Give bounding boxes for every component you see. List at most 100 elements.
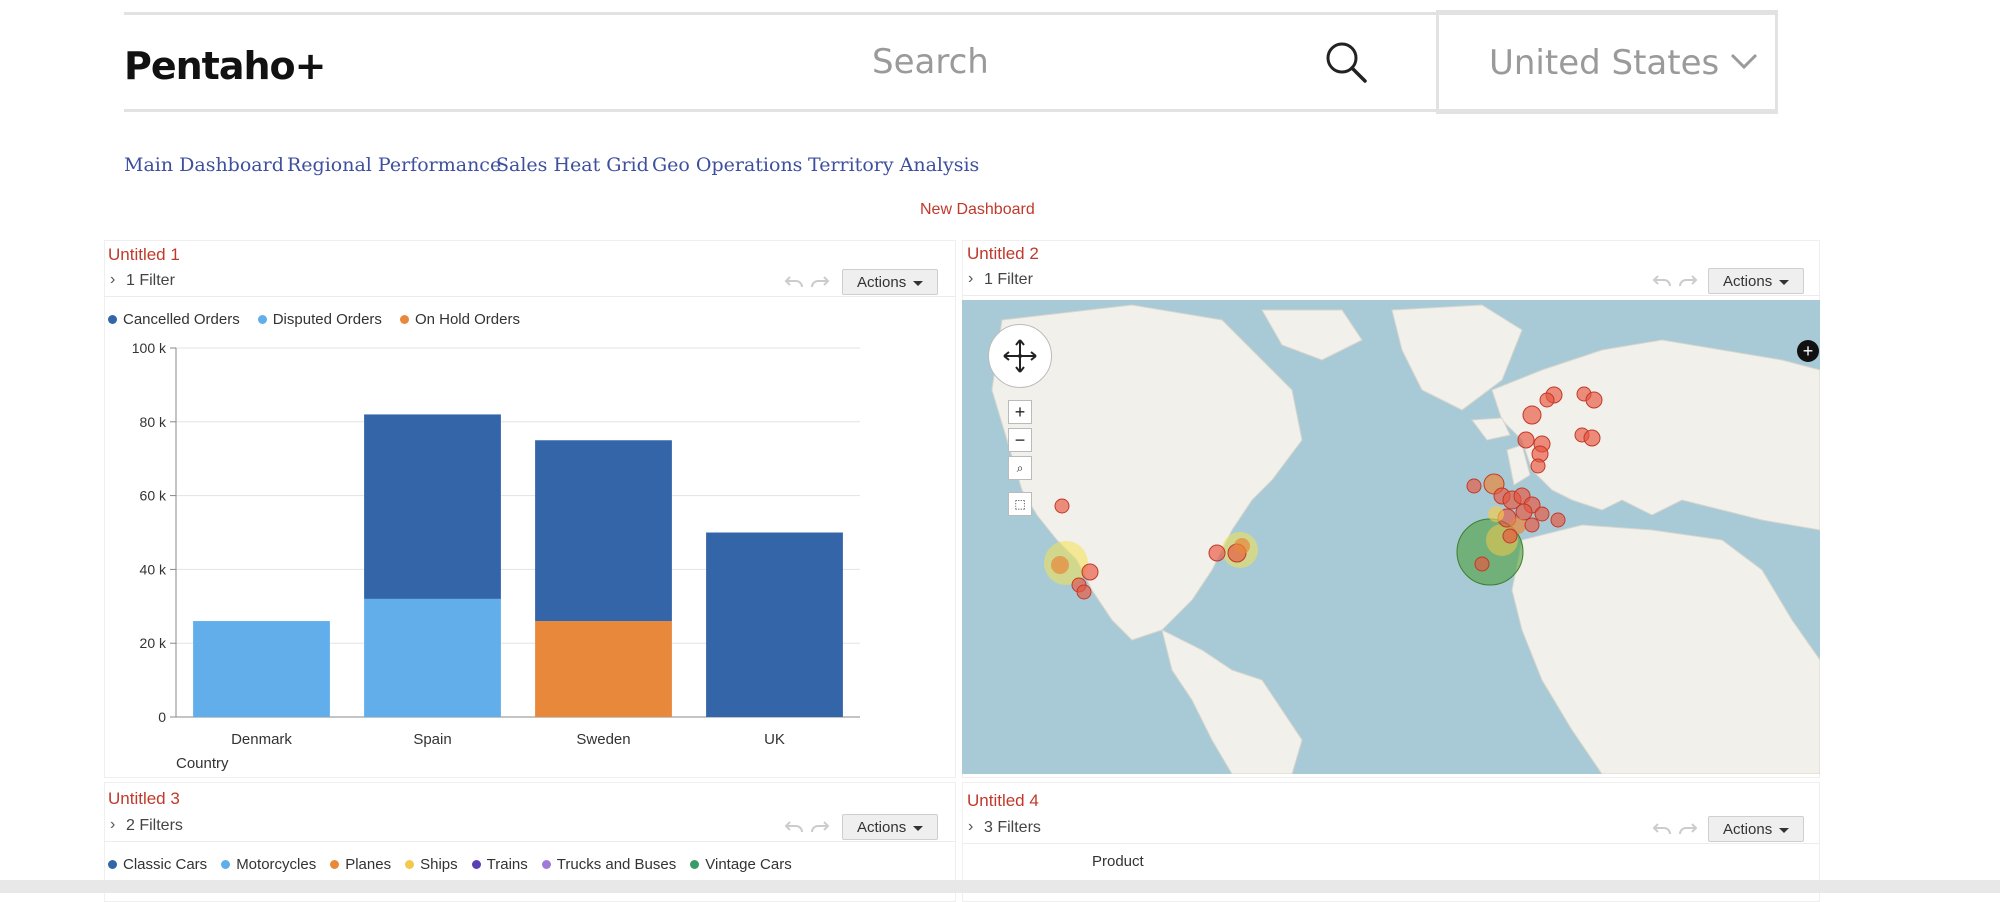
- legend-label: Planes: [345, 856, 392, 873]
- map-bubbles: [1044, 386, 1603, 600]
- chevron-down-icon: [1730, 53, 1758, 70]
- legend-cancelled[interactable]: Cancelled Orders: [108, 311, 240, 328]
- redo-icon[interactable]: [810, 273, 830, 289]
- nav-main-dashboard[interactable]: Main Dashboard: [124, 154, 284, 176]
- actions-label: Actions: [1723, 273, 1773, 290]
- nav-sales-heat-grid[interactable]: Sales Heat Grid: [496, 154, 649, 176]
- undo-icon[interactable]: [784, 273, 804, 289]
- undo-icon[interactable]: [784, 818, 804, 834]
- legend-trains[interactable]: Trains: [471, 856, 528, 873]
- orders-bar-chart: 0 20 k 40 k 60 k 80 k 100 k Denmark Spain Sweden…: [132, 340, 860, 772]
- panel-2-filter-bar: › 1 Filter Actions: [962, 266, 1820, 296]
- app-logo: Pentaho+: [124, 44, 326, 88]
- caret-down-icon: [913, 825, 924, 831]
- chevron-right-icon[interactable]: ›: [968, 270, 974, 287]
- zoom-box-icon[interactable]: ⌕: [1008, 456, 1032, 480]
- panel-4-title[interactable]: Untitled 4: [967, 791, 1039, 810]
- legend-trucks-buses[interactable]: Trucks and Buses: [541, 856, 676, 873]
- chevron-right-icon[interactable]: ›: [110, 816, 116, 833]
- landmass-arctic: [1261, 309, 1363, 361]
- country-dropdown[interactable]: United States: [1436, 10, 1778, 114]
- bar-disputed-orders-denmark: [193, 621, 330, 717]
- landmass-uk: [1506, 444, 1531, 486]
- legend-label: Ships: [420, 856, 458, 873]
- legend-label: On Hold Orders: [414, 311, 520, 328]
- legend-dot: [108, 860, 117, 869]
- nav-territory-analysis[interactable]: Territory Analysis: [808, 154, 980, 176]
- panel-1-filter-toggle[interactable]: 1 Filter: [126, 272, 175, 289]
- panel-4-actions-button[interactable]: Actions: [1708, 816, 1805, 842]
- bar-on-hold-orders-sweden: [535, 621, 672, 717]
- legend-dot: [221, 860, 231, 869]
- legend-dot: [108, 315, 117, 324]
- search-input[interactable]: Search: [872, 42, 989, 82]
- legend-classic-cars[interactable]: Classic Cars: [108, 856, 207, 873]
- panel-3-actions-button[interactable]: Actions: [842, 814, 939, 840]
- panel-3-title[interactable]: Untitled 3: [108, 789, 180, 808]
- bar-cancelled-orders-sweden: [535, 440, 672, 622]
- landmass-south-america: [1161, 629, 1303, 774]
- redo-icon[interactable]: [810, 818, 830, 834]
- zoom-out-button[interactable]: −: [1008, 428, 1032, 452]
- panel-3-filter-toggle[interactable]: 2 Filters: [126, 817, 183, 834]
- new-dashboard-link[interactable]: New Dashboard: [920, 201, 1035, 218]
- legend-ships[interactable]: Ships: [405, 856, 458, 873]
- nav-geo-operations[interactable]: Geo Operations: [652, 154, 803, 176]
- panel-4-filter-bar: › 3 Filters Actions: [962, 814, 1820, 844]
- redo-icon[interactable]: [1678, 820, 1698, 836]
- search-icon[interactable]: [1322, 38, 1370, 86]
- legend-vintage-cars[interactable]: Vintage Cars: [690, 856, 792, 873]
- panel-2-title[interactable]: Untitled 2: [967, 244, 1039, 263]
- move-arrows-icon: [1003, 339, 1037, 373]
- y-tick-label: 60 k: [140, 488, 167, 504]
- panel-1-actions-button[interactable]: Actions: [842, 269, 939, 295]
- legend-label: Disputed Orders: [272, 311, 382, 328]
- redo-icon[interactable]: [1678, 272, 1698, 288]
- undo-icon[interactable]: [1652, 272, 1672, 288]
- pan-control[interactable]: [988, 324, 1052, 388]
- chevron-right-icon[interactable]: ›: [968, 818, 974, 835]
- legend-disputed[interactable]: Disputed Orders: [257, 311, 382, 328]
- panel-1-title[interactable]: Untitled 1: [108, 245, 180, 264]
- legend-on-hold[interactable]: On Hold Orders: [399, 311, 520, 328]
- legend-dot: [257, 315, 267, 324]
- legend-dot: [405, 860, 415, 869]
- legend-label: Vintage Cars: [705, 856, 792, 873]
- legend-label: Motorcycles: [236, 856, 317, 873]
- country-selected: United States: [1489, 43, 1720, 83]
- actions-label: Actions: [857, 819, 907, 836]
- panel-3-filter-bar: › 2 Filters Actions: [104, 812, 956, 842]
- panel-2-actions-button[interactable]: Actions: [1708, 268, 1805, 294]
- map-canvas: [991, 304, 1820, 774]
- landmass-iceland: [1471, 417, 1511, 441]
- undo-icon[interactable]: [1652, 820, 1672, 836]
- bar-disputed-orders-spain: [364, 598, 501, 717]
- x-axis-title: Country: [176, 755, 229, 772]
- panel-4-filter-toggle[interactable]: 3 Filters: [984, 819, 1041, 836]
- chevron-right-icon[interactable]: ›: [110, 271, 116, 288]
- add-widget-icon[interactable]: +: [1797, 340, 1819, 362]
- chart-legend: Cancelled Orders Disputed Orders On Hold…: [108, 311, 520, 328]
- product-axis-label: Product: [1092, 853, 1144, 870]
- legend-planes[interactable]: Planes: [330, 856, 391, 873]
- y-tick-label: 80 k: [140, 414, 167, 430]
- bar-cancelled-orders-uk: [706, 532, 843, 717]
- y-tick-label: 40 k: [140, 561, 167, 577]
- legend-dot: [330, 860, 340, 869]
- zoom-in-button[interactable]: +: [1008, 400, 1032, 424]
- panel-2-filter-toggle[interactable]: 1 Filter: [984, 271, 1033, 288]
- legend-dot: [690, 860, 700, 869]
- legend-label: Trains: [486, 856, 528, 873]
- caret-down-icon: [913, 280, 924, 286]
- x-tick-label: Denmark: [231, 731, 292, 748]
- actions-label: Actions: [1723, 821, 1773, 838]
- geo-map[interactable]: + − ⌕ ⬚: [962, 300, 1820, 774]
- legend-motorcycles[interactable]: Motorcycles: [221, 856, 316, 873]
- y-tick-label: 0: [158, 709, 166, 725]
- x-tick-label: Spain: [413, 731, 451, 748]
- panel-1: [104, 240, 956, 778]
- nav-regional-performance[interactable]: Regional Performance: [287, 154, 502, 176]
- legend-label: Classic Cars: [123, 856, 208, 873]
- panel-1-filter-bar: › 1 Filter Actions: [104, 267, 956, 297]
- select-box-icon[interactable]: ⬚: [1008, 492, 1032, 516]
